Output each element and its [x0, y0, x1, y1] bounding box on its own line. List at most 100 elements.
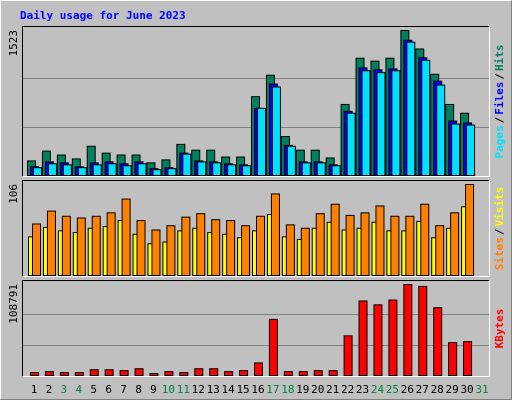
bar [89, 369, 99, 377]
x-tick-label: 9 [150, 383, 157, 396]
bar [313, 370, 323, 377]
y-tick-label: 1523 [7, 30, 20, 57]
legend-separator: / [493, 228, 506, 235]
bar [196, 213, 206, 276]
bar [331, 165, 341, 177]
bar [152, 169, 162, 176]
legend: KBytes [493, 309, 506, 349]
x-tick-label: 30 [460, 383, 473, 396]
bar [343, 335, 353, 376]
chart-title: Daily usage for June 2023 [20, 9, 186, 22]
x-tick-label: 24 [371, 383, 385, 396]
bar [391, 70, 401, 176]
bar [44, 371, 54, 376]
bar [450, 212, 460, 276]
y-tick-label: 108791 [7, 284, 20, 324]
bar [239, 370, 249, 377]
x-tick-label: 21 [326, 383, 339, 396]
bar [137, 163, 147, 177]
x-tick-label: 5 [90, 383, 97, 396]
x-tick-label: 1 [31, 383, 38, 396]
x-tick-label: 28 [431, 383, 444, 396]
legend: Pages/Files/Hits [493, 45, 506, 159]
bar [448, 342, 458, 376]
legend: Sites /Visits [493, 187, 506, 271]
bar [212, 162, 222, 177]
x-tick-label: 14 [222, 383, 236, 396]
bar [47, 163, 57, 177]
bar [390, 215, 400, 276]
bar [149, 373, 159, 377]
legend-entry: Hits [493, 45, 506, 72]
panel-border-dark [22, 26, 490, 177]
bar [179, 372, 189, 376]
x-tick-label: 27 [416, 383, 429, 396]
x-tick-label: 29 [446, 383, 459, 396]
bar [46, 210, 56, 276]
bar [254, 362, 263, 376]
bar [92, 164, 102, 177]
x-tick-label: 4 [75, 383, 82, 396]
bar [211, 219, 221, 277]
legend-separator: / [493, 73, 506, 80]
bar [167, 168, 177, 177]
y-tick-label: 106 [7, 184, 20, 204]
legend-separator: / [493, 116, 506, 123]
x-tick-label: 18 [281, 383, 294, 396]
bar [435, 225, 445, 277]
bar [328, 370, 338, 377]
bar [76, 217, 86, 276]
panel-border-light [22, 280, 490, 377]
bar [107, 163, 117, 177]
x-tick-label: 16 [251, 383, 264, 396]
bar [224, 371, 234, 376]
bar [59, 372, 69, 376]
bar [463, 341, 473, 376]
bar [121, 198, 131, 277]
bar [74, 372, 84, 376]
legend-entry: KBytes [493, 309, 506, 349]
bar [285, 224, 295, 277]
bar [104, 369, 114, 377]
bar [358, 300, 368, 376]
bar [375, 205, 385, 276]
bar [361, 70, 371, 176]
bar [197, 161, 207, 176]
bar [420, 203, 430, 276]
x-tick-label: 7 [120, 383, 127, 396]
bar [268, 318, 278, 376]
bar [226, 220, 236, 277]
bar [227, 164, 237, 177]
panel-border-dark [22, 280, 490, 377]
bar [119, 370, 129, 377]
x-tick-label: 3 [61, 383, 68, 396]
x-tick-label: 26 [401, 383, 414, 396]
bar [286, 145, 296, 176]
bar [32, 223, 41, 277]
x-tick-label: 17 [266, 383, 279, 396]
bar [194, 368, 204, 376]
bar [403, 284, 413, 376]
bar [360, 212, 370, 276]
bar [406, 41, 416, 177]
bar [283, 371, 293, 376]
bar [241, 225, 251, 277]
bar [136, 220, 146, 277]
bar [62, 164, 72, 177]
legend-entry: Pages [493, 125, 506, 158]
bar [164, 371, 174, 376]
x-tick-label: 23 [356, 383, 369, 396]
x-tick-label: 22 [341, 383, 354, 396]
bar [106, 212, 116, 276]
bar [151, 229, 161, 276]
bar [30, 372, 39, 376]
x-tick-label: 31 [475, 383, 488, 396]
x-tick-label: 15 [236, 383, 249, 396]
panel-border-light [22, 180, 490, 277]
bar [301, 162, 311, 177]
bar [405, 215, 415, 276]
bar [209, 368, 219, 376]
x-tick-label: 8 [135, 383, 142, 396]
bar [433, 307, 443, 377]
